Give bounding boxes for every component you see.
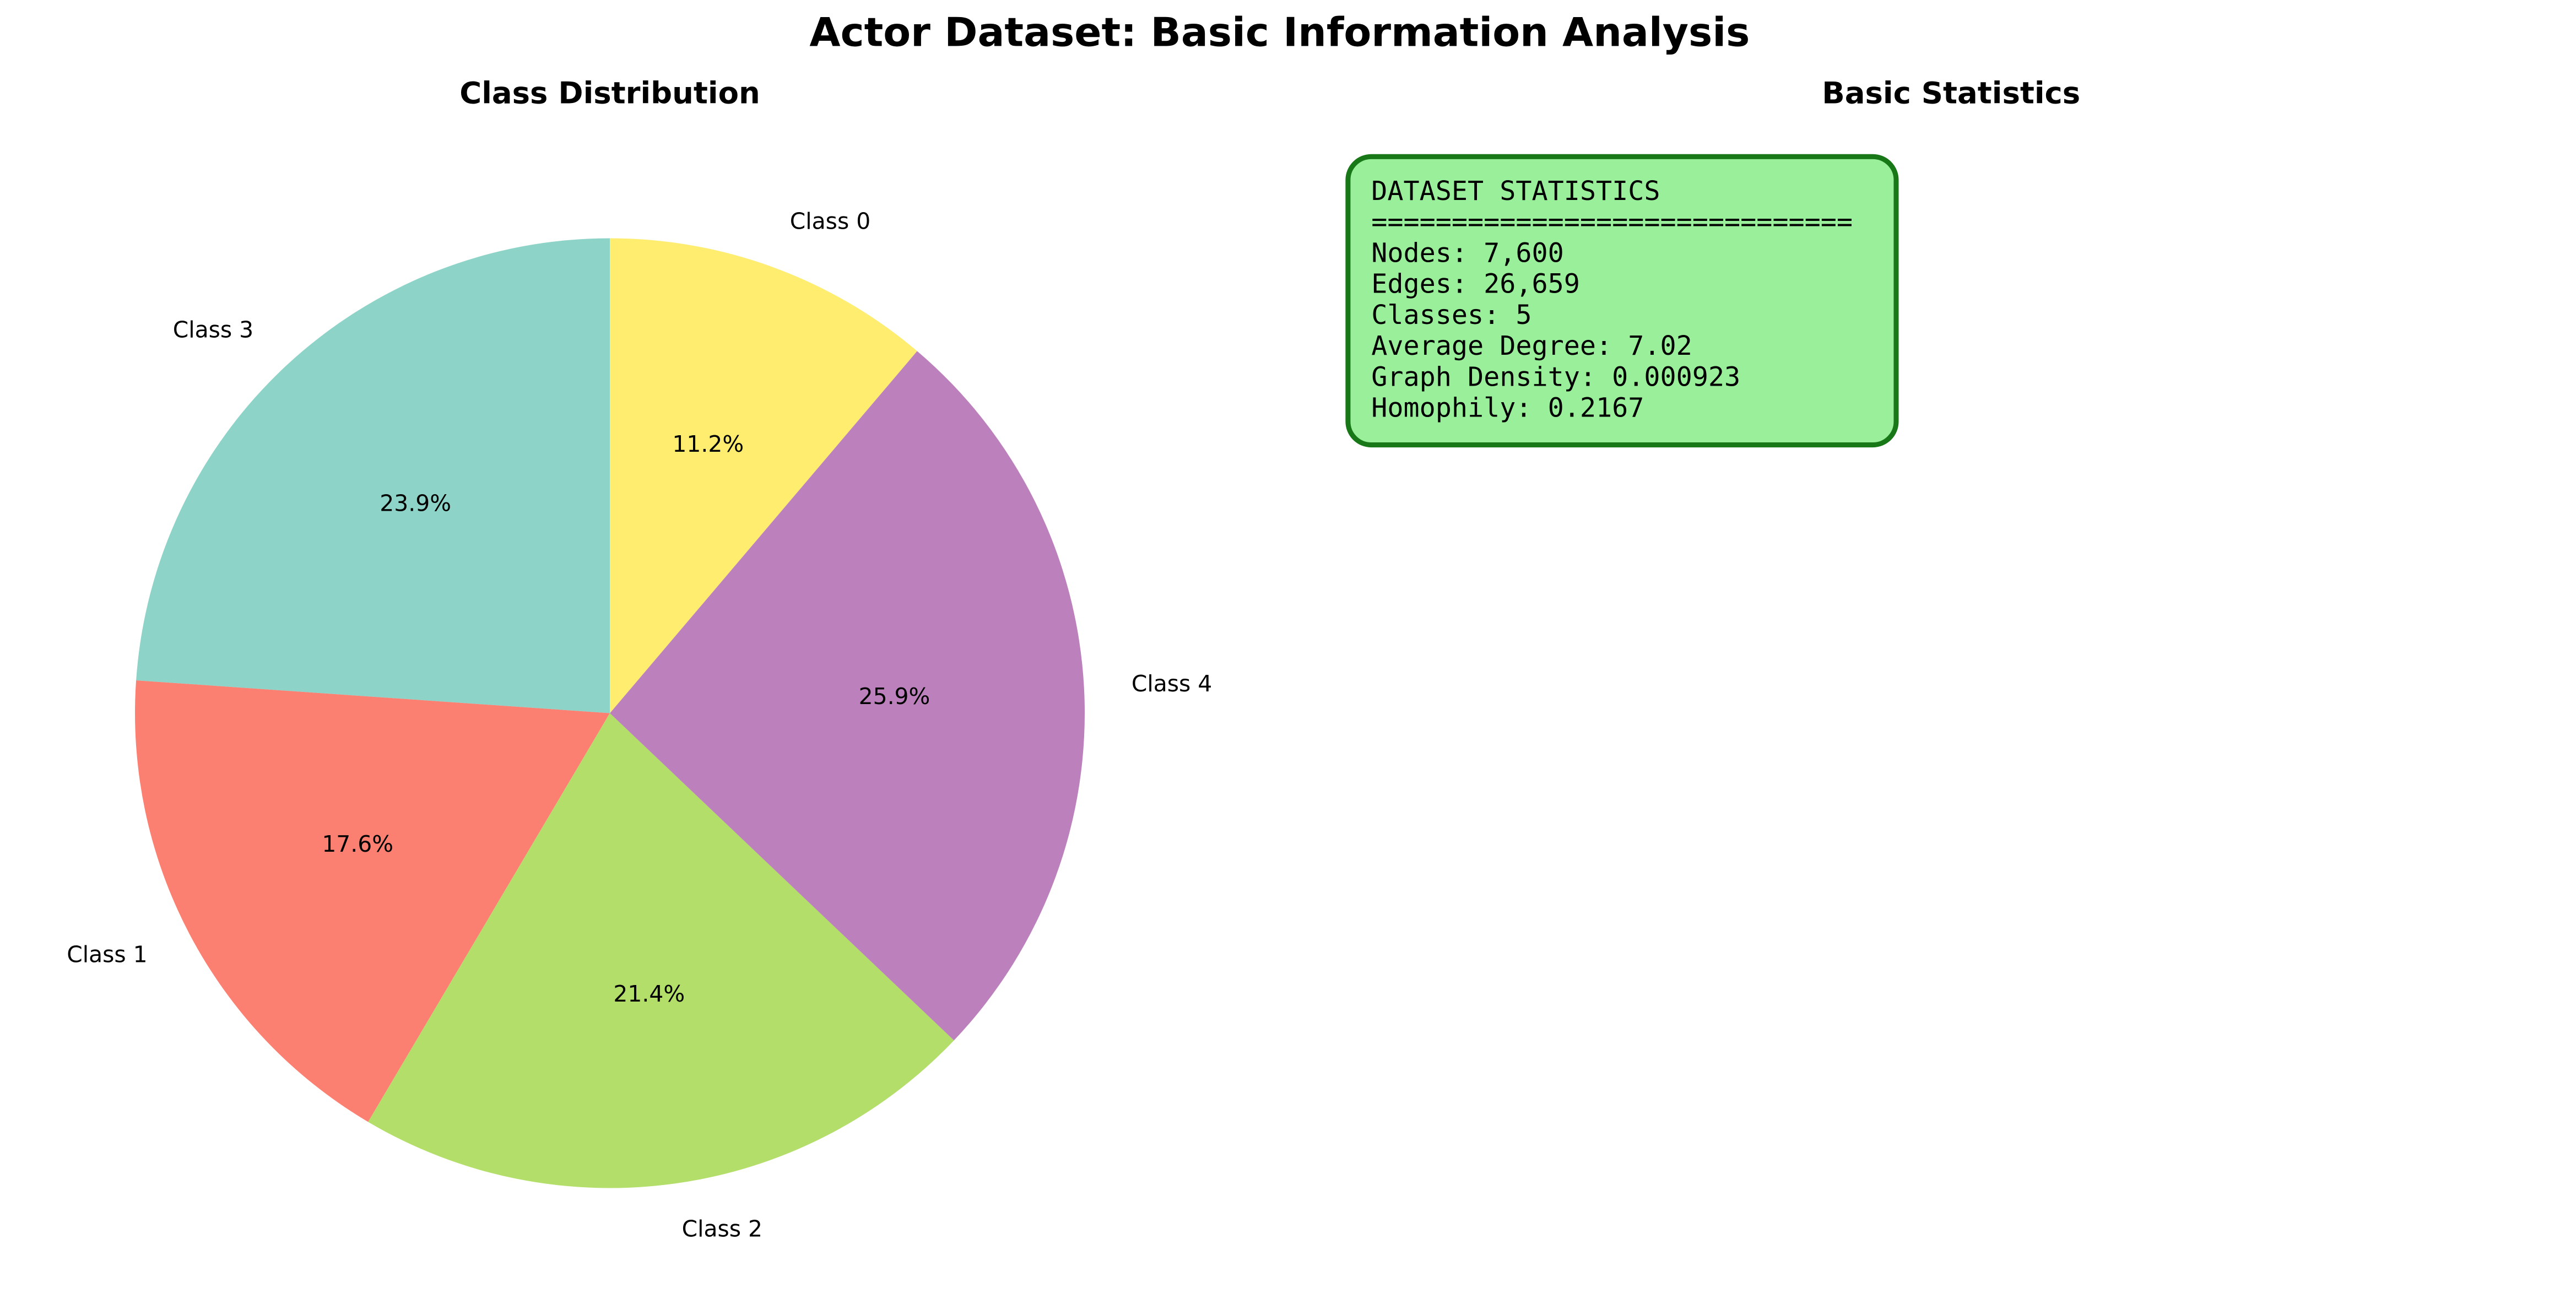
slice-label: Class 4 bbox=[1132, 670, 1212, 697]
pie-slice bbox=[368, 713, 954, 1188]
pie-slice bbox=[136, 238, 610, 713]
slice-label: Class 1 bbox=[67, 942, 147, 968]
pie-slice bbox=[135, 680, 610, 1122]
pie-slice bbox=[610, 238, 917, 713]
panel-title: Basic Statistics bbox=[1822, 75, 2080, 111]
stats-text: DATASET STATISTICS======================… bbox=[1371, 176, 1853, 424]
stats-box bbox=[1345, 154, 1899, 448]
chart-title: Class Distribution bbox=[459, 75, 760, 111]
value-label: 23.9% bbox=[380, 490, 451, 516]
slice-label: Class 3 bbox=[173, 316, 253, 343]
pie: Class 3 23.9% Class 1 17.6% Class 2 21.4% Clas… bbox=[67, 208, 1212, 1242]
figure-title: Actor Dataset: Basic Information Analysi… bbox=[809, 10, 1750, 56]
stats-line: Graph Density: 0.000923 bbox=[1371, 361, 1740, 392]
slice-label: Class 0 bbox=[790, 208, 870, 234]
value-label: 21.4% bbox=[613, 981, 685, 1007]
value-label: 25.9% bbox=[859, 683, 930, 710]
stats-line: Average Degree: 7.02 bbox=[1371, 331, 1692, 361]
stats-line: DATASET STATISTICS bbox=[1371, 176, 1660, 207]
stats-line: Edges: 26,659 bbox=[1371, 269, 1580, 300]
pie-slice bbox=[610, 351, 1085, 1041]
stats-line: Homophily: 0.2167 bbox=[1371, 393, 1644, 424]
value-label: 17.6% bbox=[322, 831, 393, 857]
stats-line: ============================== bbox=[1371, 207, 1853, 237]
stats-line: Classes: 5 bbox=[1371, 300, 1531, 331]
stats-line: Nodes: 7,600 bbox=[1371, 237, 1564, 268]
slice-label: Class 2 bbox=[682, 1216, 762, 1242]
value-label: 11.2% bbox=[672, 431, 744, 457]
